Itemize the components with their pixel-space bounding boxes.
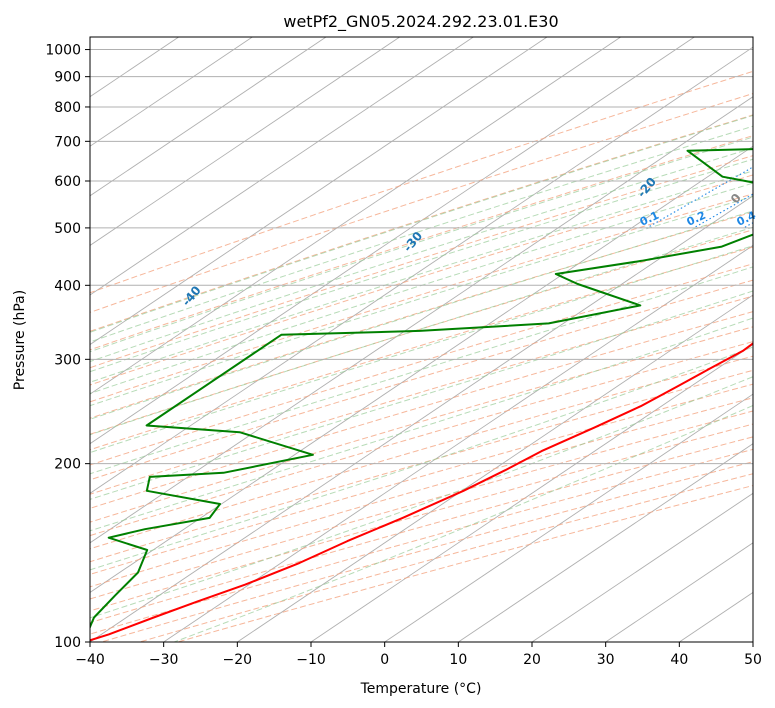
dry-adiabat-label: -30 xyxy=(401,229,426,255)
dry-adiabat-line xyxy=(90,279,753,481)
isotherm-line xyxy=(90,37,621,395)
isotherm-line xyxy=(163,244,753,642)
x-tick-label: 10 xyxy=(449,652,467,668)
x-tick-label: 30 xyxy=(597,652,615,668)
moist-adiabat-line xyxy=(90,147,753,363)
y-tick-label: 800 xyxy=(54,100,81,116)
moist-adiabat-line xyxy=(90,266,753,475)
x-tick-label: −30 xyxy=(149,652,179,668)
dry-adiabat-line xyxy=(90,295,753,495)
dry-adiabat-line xyxy=(90,436,753,624)
chart-title: wetPf2_GN05.2024.292.23.01.E30 xyxy=(283,12,558,32)
mixing-ratio-label: 0.4 xyxy=(735,209,758,229)
isotherm-line xyxy=(90,37,474,296)
isotherm-line xyxy=(310,344,753,642)
isotherm-line xyxy=(752,641,753,642)
dry-adiabat-line xyxy=(101,461,753,642)
isotherm-line xyxy=(679,591,753,642)
background-lines xyxy=(90,37,753,642)
moist-adiabat-line xyxy=(90,317,753,532)
isotherm-line xyxy=(90,195,753,642)
dry-adiabat-line xyxy=(90,135,753,351)
x-tick-label: −40 xyxy=(75,652,105,668)
isotherm-line xyxy=(531,492,753,642)
y-tick-label: 100 xyxy=(54,635,81,651)
plot-frame xyxy=(89,36,754,643)
moist-adiabat-line xyxy=(90,170,753,383)
isotherm-line xyxy=(90,37,400,246)
moist-adiabat-line xyxy=(90,125,753,343)
isotherm-line xyxy=(90,145,753,593)
temperature-line xyxy=(90,342,753,642)
dry-adiabat-line xyxy=(90,174,753,386)
moist-adiabat-line xyxy=(90,114,753,333)
moist-adiabat-line xyxy=(90,136,753,353)
isotherm-line xyxy=(237,294,753,642)
isotherm-line xyxy=(458,443,753,642)
dewpoint-line xyxy=(90,148,753,630)
y-tick-label: 1000 xyxy=(45,43,81,59)
isotherm-line xyxy=(90,37,327,197)
y-tick-label: 300 xyxy=(54,352,81,368)
moist-adiabat-line xyxy=(90,158,753,373)
dry-adiabat-line xyxy=(90,383,753,575)
y-axis-label: Pressure (hPa) xyxy=(12,290,28,390)
y-tick-label: 900 xyxy=(54,70,81,86)
moist-adiabat-line xyxy=(90,346,753,571)
y-tick-label: 200 xyxy=(54,457,81,473)
dry-adiabat-line xyxy=(177,485,753,642)
moist-adiabat-line xyxy=(174,404,753,642)
dry-adiabat-line xyxy=(90,246,753,451)
x-tick-label: 20 xyxy=(523,652,541,668)
y-tick-label: 600 xyxy=(54,174,81,190)
profile-lines xyxy=(90,148,753,642)
y-tick-label: 700 xyxy=(54,134,81,150)
mixing-ratio-line xyxy=(646,166,753,229)
x-tick-label: 50 xyxy=(744,652,762,668)
dry-adiabat-line xyxy=(90,193,753,403)
dry-adiabat-line xyxy=(90,326,753,523)
x-tick-label: −10 xyxy=(296,652,326,668)
dry-adiabat-line xyxy=(90,341,753,537)
dry-adiabat-line xyxy=(90,70,753,294)
moist-adiabat-line xyxy=(90,290,753,500)
isotherm-line xyxy=(90,96,753,544)
isotherm-line xyxy=(90,37,253,147)
dry-adiabat-label: -40 xyxy=(179,283,204,309)
x-tick-label: −20 xyxy=(223,652,253,668)
moist-adiabat-line xyxy=(90,182,753,395)
isotherm-line xyxy=(90,46,753,494)
moist-adiabat-line xyxy=(90,245,753,454)
x-tick-label: 0 xyxy=(380,652,389,668)
moist-adiabat-line xyxy=(90,226,753,436)
x-tick-label: 40 xyxy=(670,652,688,668)
moist-adiabat-line xyxy=(90,376,753,619)
dry-adiabat-line xyxy=(139,473,753,642)
line-labels: -100-90-80-70-60-50-40-30-20-10010203040… xyxy=(179,175,758,309)
dry-adiabat-line xyxy=(90,369,753,563)
pressure-grid xyxy=(90,49,753,642)
dry-adiabat-line xyxy=(90,155,753,369)
isotherm-line xyxy=(384,393,753,642)
x-axis-label: Temperature (°C) xyxy=(360,681,482,697)
isotherm-line xyxy=(90,37,695,445)
dry-adiabat-line xyxy=(90,93,753,313)
y-tick-label: 500 xyxy=(54,221,81,237)
y-tick-label: 400 xyxy=(54,278,81,294)
